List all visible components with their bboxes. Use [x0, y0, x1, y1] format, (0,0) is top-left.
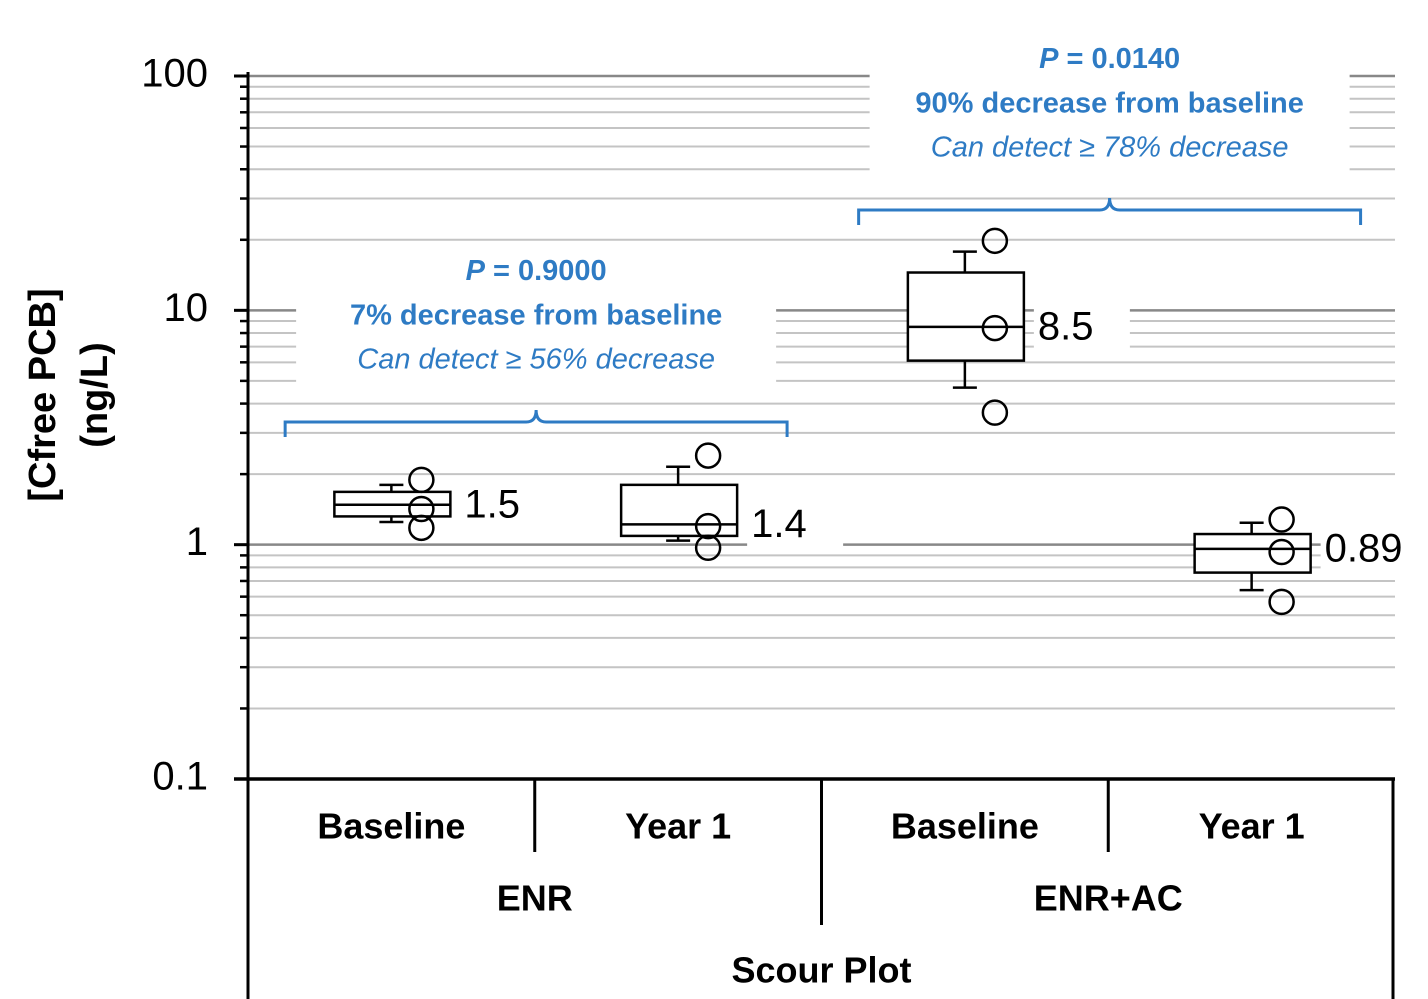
label-backing — [1033, 302, 1130, 355]
detect-text: Can detect ≥ 56% decrease — [357, 344, 715, 376]
point — [694, 512, 722, 540]
group-label: ENR+AC — [1034, 878, 1183, 919]
y-axis-title: [Cfree PCB] — [22, 288, 64, 501]
bracket — [283, 409, 789, 437]
bracket — [857, 197, 1363, 225]
change-text: 7% decrease from baseline — [350, 300, 722, 332]
label-backing — [1320, 524, 1417, 577]
box — [906, 271, 1026, 362]
point — [1268, 588, 1295, 616]
box-label: 1.4 — [751, 502, 807, 546]
x-tick-label: Year 1 — [625, 806, 731, 847]
point — [1268, 506, 1295, 533]
p-value: P = 0.0140 — [1039, 43, 1180, 75]
box-label: 0.89 — [1325, 526, 1403, 570]
point — [981, 314, 1009, 342]
point — [694, 534, 722, 562]
x-axis-title: Scour Plot — [731, 950, 911, 991]
p-value: P = 0.9000 — [466, 255, 607, 287]
x-tick-label: Baseline — [317, 806, 465, 847]
box — [619, 483, 739, 538]
group-label: ENR — [497, 878, 573, 919]
point — [408, 466, 435, 494]
point — [408, 495, 435, 523]
x-tick-label: Baseline — [891, 806, 1039, 847]
point — [1268, 538, 1295, 566]
point — [981, 399, 1009, 426]
point — [981, 227, 1009, 255]
y-tick-label: 10 — [164, 286, 209, 330]
x-tick-label: Year 1 — [1199, 806, 1305, 847]
label-backing — [747, 500, 844, 553]
p-symbol: P — [466, 255, 486, 287]
change-text: 90% decrease from baseline — [915, 88, 1303, 120]
point — [694, 442, 722, 469]
annotation-backing — [296, 252, 777, 402]
detect-text: Can detect ≥ 78% decrease — [931, 132, 1289, 164]
point — [408, 514, 435, 542]
label-backing — [460, 480, 557, 533]
p-symbol: P — [1039, 43, 1059, 75]
p-number: = 0.9000 — [485, 255, 607, 287]
box — [1193, 532, 1312, 574]
box-label: 1.5 — [464, 482, 520, 526]
p-number: = 0.0140 — [1058, 43, 1180, 75]
box-label: 8.5 — [1038, 304, 1094, 348]
y-tick-label: 100 — [141, 52, 208, 96]
annotation-backing — [869, 40, 1350, 190]
y-axis-title: (ng/L) — [74, 342, 116, 448]
y-tick-label: 0.1 — [152, 755, 208, 799]
y-tick-label: 1 — [186, 520, 208, 564]
